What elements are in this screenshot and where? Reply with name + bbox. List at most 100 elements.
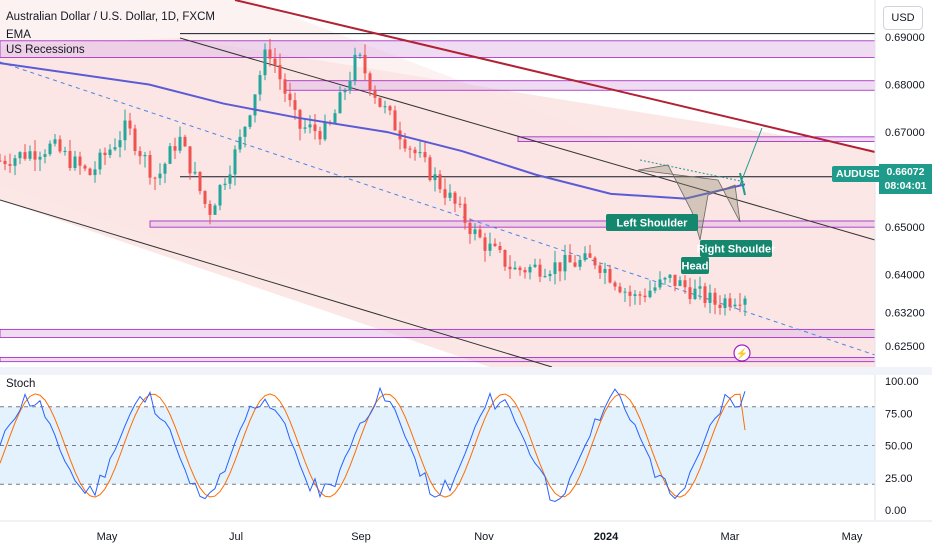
support-resistance-zone <box>0 40 876 58</box>
candle-body <box>48 143 52 155</box>
candle-body <box>248 115 252 127</box>
candle-body <box>113 147 117 150</box>
candle-body <box>608 269 612 283</box>
candle-body <box>88 168 92 176</box>
candle-body <box>613 282 617 287</box>
candle-body <box>653 287 657 291</box>
candle-body <box>373 90 377 98</box>
candle-body <box>713 292 717 305</box>
candle-body <box>418 152 422 154</box>
candle-body <box>278 64 282 80</box>
candle-body <box>288 93 292 101</box>
candle-body <box>733 304 737 307</box>
candle-body <box>138 151 142 157</box>
candle-body <box>303 127 307 129</box>
price-tick-label: 0.65000 <box>885 222 925 234</box>
candle-body <box>578 259 582 267</box>
recessions-legend[interactable]: US Recessions <box>6 44 85 56</box>
time-tick-label: Jul <box>229 531 243 543</box>
candle-body <box>448 192 452 198</box>
candle-body <box>8 164 12 166</box>
candle-body <box>743 298 747 305</box>
last-price-badge: AUDUSD 0.66072 08:04:01 <box>830 164 932 194</box>
channel-lower-line <box>0 199 553 368</box>
pattern-label-bg <box>700 240 772 257</box>
time-tick-label: May <box>97 531 118 543</box>
pattern-label: Left Shoulder <box>617 218 689 230</box>
candle-body <box>258 75 262 95</box>
candle-body <box>213 205 217 215</box>
candle-body <box>363 54 367 74</box>
stoch-tick-label: 75.00 <box>885 408 913 420</box>
candle-body <box>53 139 57 144</box>
candle-body <box>568 254 572 263</box>
candle-body <box>698 286 702 289</box>
candle-body <box>368 73 372 91</box>
candle-body <box>343 90 347 93</box>
candle-body <box>233 149 237 175</box>
time-tick-label: Mar <box>721 531 740 543</box>
candle-body <box>268 49 272 59</box>
recession-icon-glyph: ⚡ <box>736 347 748 360</box>
candle-body <box>518 267 522 271</box>
candle-body <box>438 174 442 190</box>
channel-fill-inner <box>0 0 875 367</box>
candle-body <box>678 280 682 286</box>
candle-body <box>618 286 622 293</box>
candle-body <box>133 128 137 152</box>
candle-body <box>453 192 457 204</box>
candle-body <box>388 106 392 111</box>
candle-body <box>383 106 387 108</box>
candle-body <box>393 110 397 131</box>
pane-separator <box>0 367 932 375</box>
candle-body <box>358 54 362 56</box>
candle-body <box>33 151 37 160</box>
candle-body <box>103 152 107 156</box>
price-badge: 0.66072 08:04:01 <box>879 164 932 194</box>
candle-body <box>528 266 532 273</box>
ema-legend[interactable]: EMA <box>6 29 31 41</box>
stoch-tick-label: 25.00 <box>885 473 913 485</box>
price-tick-label: 0.69000 <box>885 32 925 44</box>
stoch-tick-label: 0.00 <box>885 505 906 517</box>
candle-body <box>68 150 72 168</box>
candle-body <box>623 291 627 293</box>
candle-body <box>243 126 247 137</box>
candle-body <box>583 253 587 260</box>
candle-body <box>43 154 47 157</box>
candle-body <box>523 270 527 273</box>
channel-upper-line <box>179 37 876 241</box>
price-tick-label: 0.62500 <box>885 341 925 353</box>
stoch-legend[interactable]: Stoch <box>6 378 36 390</box>
candle-body <box>0 160 2 162</box>
candle-body <box>153 177 157 179</box>
candle-body <box>428 157 432 181</box>
candle-body <box>593 257 597 266</box>
candle-body <box>158 173 162 179</box>
candle-body <box>93 169 97 176</box>
candle-body <box>468 222 472 235</box>
candle-body <box>283 79 287 94</box>
candle-body <box>218 185 222 206</box>
resistance-trendline <box>234 0 876 153</box>
candle-body <box>178 136 182 151</box>
pattern-label-bg <box>681 257 709 274</box>
candle-body <box>513 267 517 270</box>
candle-body <box>598 265 602 273</box>
stoch-tick-label: 50.00 <box>885 441 913 453</box>
currency-button[interactable]: USD <box>883 6 923 30</box>
price-tick-label: 0.63200 <box>885 308 925 320</box>
candle-body <box>403 139 407 149</box>
candle-body <box>83 165 87 169</box>
support-resistance-zone <box>0 328 876 338</box>
channel-fill <box>0 38 875 367</box>
candle-body <box>333 113 337 124</box>
candle-body <box>628 291 632 296</box>
candle-body <box>223 183 227 186</box>
candle-body <box>313 124 317 132</box>
candle-body <box>738 304 742 306</box>
candle-body <box>208 203 212 215</box>
candle-body <box>688 287 692 300</box>
price-tick-label: 0.64000 <box>885 270 925 282</box>
